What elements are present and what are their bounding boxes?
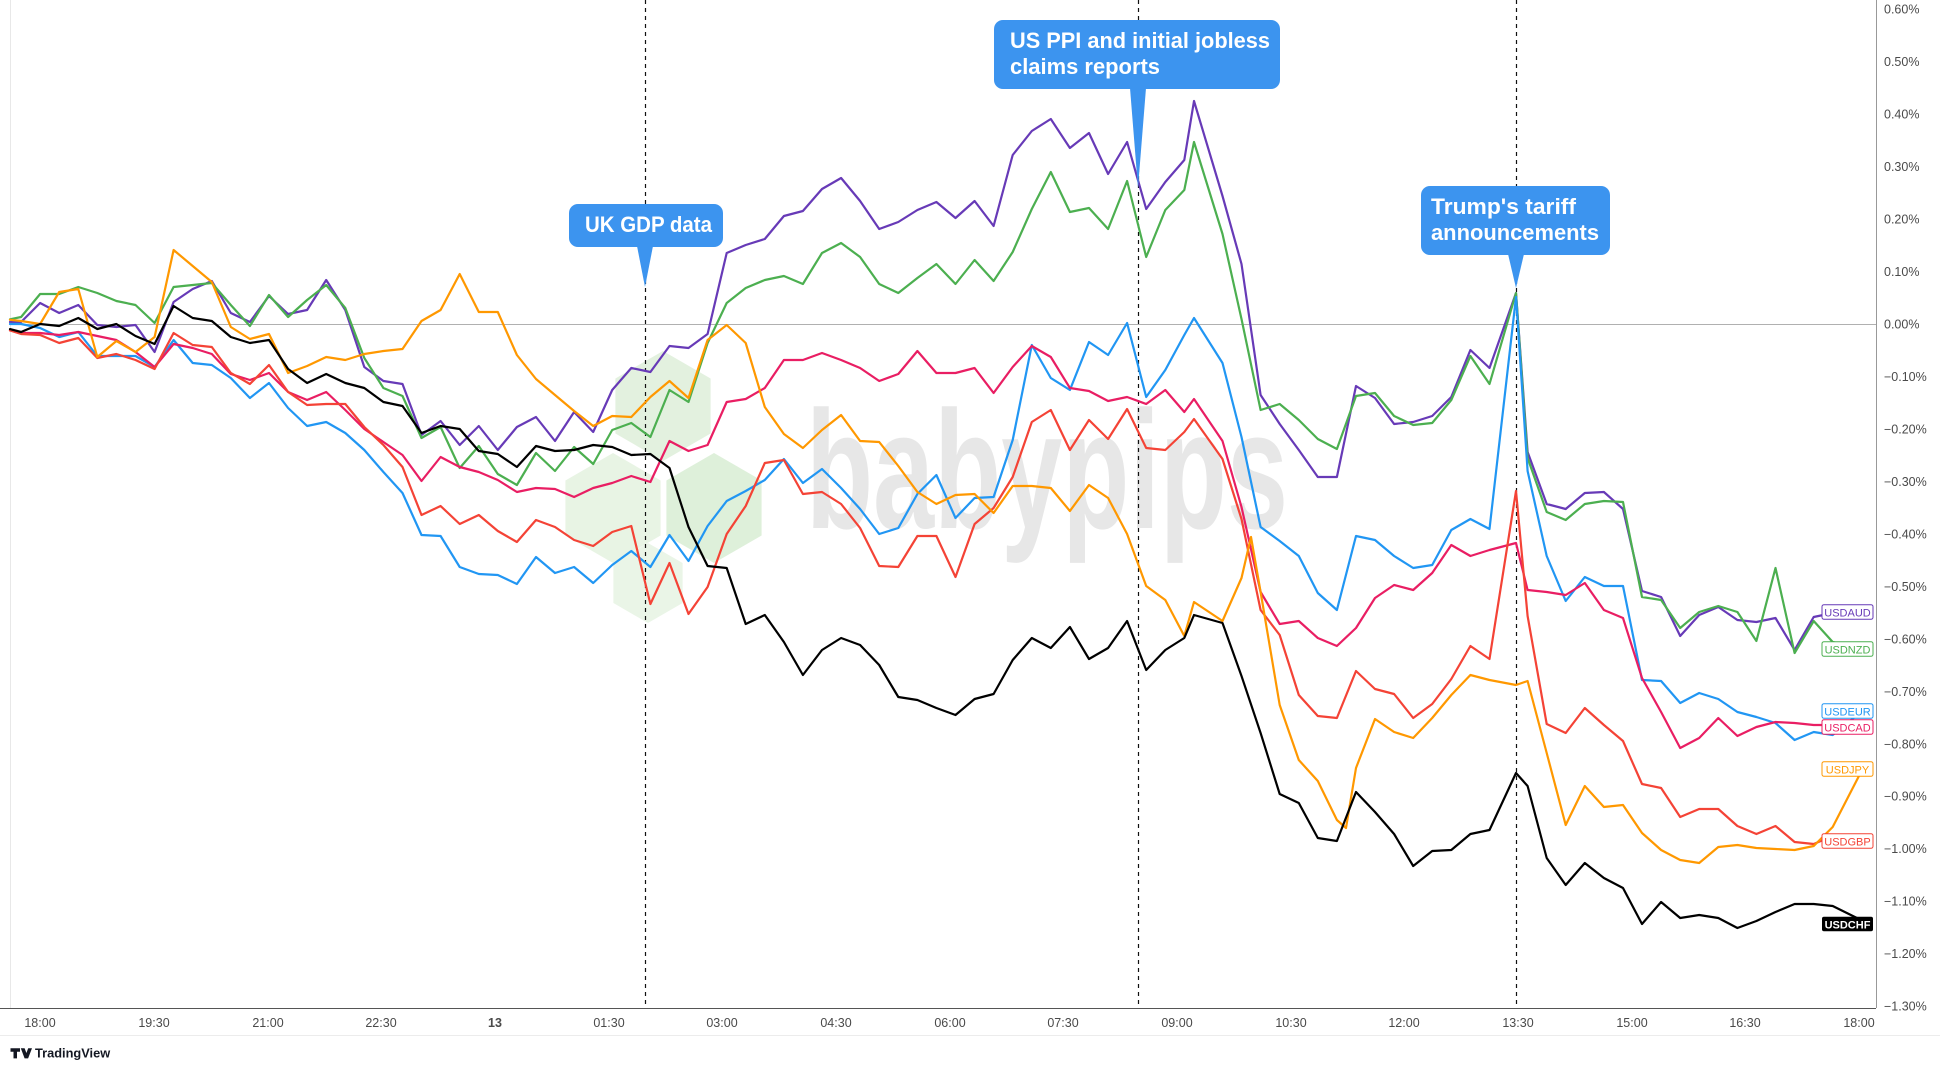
svg-text:announcements: announcements (1431, 220, 1599, 245)
svg-text:−0.30%: −0.30% (1884, 475, 1927, 489)
svg-text:−0.50%: −0.50% (1884, 580, 1927, 594)
svg-text:−1.20%: −1.20% (1884, 947, 1927, 961)
svg-text:0.00%: 0.00% (1884, 318, 1919, 332)
svg-text:18:00: 18:00 (24, 1016, 55, 1030)
svg-text:13:30: 13:30 (1502, 1016, 1533, 1030)
svg-text:Trump's tariff: Trump's tariff (1431, 194, 1577, 219)
svg-text:07:30: 07:30 (1047, 1016, 1078, 1030)
svg-text:USDGBP: USDGBP (1824, 837, 1870, 849)
svg-text:19:30: 19:30 (138, 1016, 169, 1030)
svg-text:03:00: 03:00 (706, 1016, 737, 1030)
svg-text:USDEUR: USDEUR (1824, 707, 1871, 719)
svg-text:22:30: 22:30 (365, 1016, 396, 1030)
svg-text:USDJPY: USDJPY (1826, 765, 1870, 777)
svg-text:16:30: 16:30 (1729, 1016, 1760, 1030)
svg-text:0.50%: 0.50% (1884, 55, 1919, 69)
svg-text:0.20%: 0.20% (1884, 213, 1919, 227)
svg-text:TradingView: TradingView (35, 1046, 110, 1061)
svg-text:UK GDP data: UK GDP data (585, 212, 712, 237)
svg-text:USDCAD: USDCAD (1824, 723, 1871, 735)
svg-text:04:30: 04:30 (820, 1016, 851, 1030)
svg-text:−0.60%: −0.60% (1884, 632, 1927, 646)
svg-text:09:00: 09:00 (1161, 1016, 1192, 1030)
svg-text:18:00: 18:00 (1843, 1016, 1874, 1030)
svg-text:0.40%: 0.40% (1884, 108, 1919, 122)
svg-text:−0.90%: −0.90% (1884, 790, 1927, 804)
svg-text:USDCHF: USDCHF (1825, 920, 1871, 932)
svg-text:0.60%: 0.60% (1884, 3, 1919, 17)
svg-text:USDNZD: USDNZD (1825, 645, 1871, 657)
svg-text:US PPI and initial jobless: US PPI and initial jobless (1010, 28, 1270, 53)
svg-text:01:30: 01:30 (593, 1016, 624, 1030)
svg-text:−1.30%: −1.30% (1884, 1000, 1927, 1014)
svg-text:babypips: babypips (806, 376, 1288, 564)
svg-text:−1.00%: −1.00% (1884, 842, 1927, 856)
svg-text:USDAUD: USDAUD (1824, 608, 1871, 620)
svg-text:−1.10%: −1.10% (1884, 895, 1927, 909)
svg-text:−0.10%: −0.10% (1884, 370, 1927, 384)
svg-text:21:00: 21:00 (252, 1016, 283, 1030)
svg-text:0.10%: 0.10% (1884, 265, 1919, 279)
svg-text:claims reports: claims reports (1010, 54, 1160, 79)
svg-text:13: 13 (488, 1016, 502, 1030)
svg-text:06:00: 06:00 (934, 1016, 965, 1030)
svg-text:−0.40%: −0.40% (1884, 527, 1927, 541)
svg-text:15:00: 15:00 (1616, 1016, 1647, 1030)
svg-text:0.30%: 0.30% (1884, 160, 1919, 174)
svg-text:−0.70%: −0.70% (1884, 685, 1927, 699)
svg-text:10:30: 10:30 (1275, 1016, 1306, 1030)
svg-text:−0.80%: −0.80% (1884, 737, 1927, 751)
svg-text:12:00: 12:00 (1388, 1016, 1419, 1030)
svg-text:−0.20%: −0.20% (1884, 422, 1927, 436)
